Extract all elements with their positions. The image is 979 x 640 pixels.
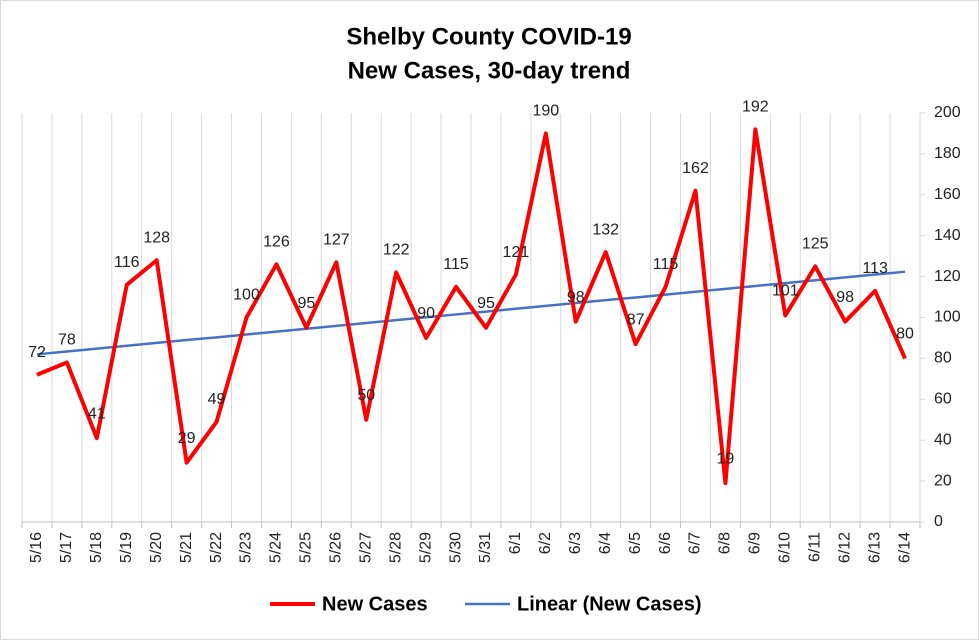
data-label: 122 [383, 242, 410, 259]
data-label: 95 [297, 295, 315, 312]
data-label: 41 [88, 405, 106, 422]
x-tick-label: 5/20 [148, 532, 165, 563]
data-label: 115 [653, 256, 679, 273]
data-label: 95 [477, 295, 495, 312]
x-tick-label: 5/29 [417, 532, 434, 563]
data-label: 29 [178, 430, 196, 447]
data-label: 90 [417, 305, 435, 322]
data-label: 121 [503, 244, 530, 261]
x-tick-label: 6/5 [627, 532, 644, 554]
x-tick-label: 5/25 [298, 532, 315, 563]
y-tick-label: 20 [934, 472, 952, 489]
x-tick-label: 6/8 [717, 532, 734, 554]
x-tick-label: 6/3 [567, 532, 584, 554]
y-tick-label: 0 [934, 513, 943, 530]
legend-label: New Cases [322, 593, 428, 615]
x-tick-label: 5/16 [28, 532, 45, 563]
x-tick-label: 5/26 [328, 532, 345, 563]
x-tick-label: 5/31 [477, 532, 494, 563]
y-tick-label: 40 [934, 431, 952, 448]
x-tick-label: 5/22 [208, 532, 225, 563]
data-label: 19 [717, 450, 735, 467]
data-label: 100 [233, 287, 260, 304]
y-tick-label: 80 [934, 350, 952, 367]
x-tick-label: 5/21 [178, 532, 195, 563]
data-label: 50 [357, 387, 375, 404]
data-label: 115 [443, 256, 469, 273]
data-label: 128 [143, 229, 170, 246]
x-tick-label: 6/13 [866, 532, 883, 563]
x-tick-label: 6/4 [597, 532, 614, 554]
data-label: 101 [772, 283, 799, 300]
data-label: 190 [532, 103, 559, 120]
x-tick-label: 6/11 [806, 532, 823, 562]
data-label: 113 [862, 260, 888, 277]
chart-subtitle: New Cases, 30-day trend [348, 57, 631, 84]
x-tick-label: 6/7 [687, 532, 704, 554]
y-tick-label: 60 [934, 391, 952, 408]
x-tick-label: 6/6 [657, 532, 674, 554]
data-label: 80 [896, 326, 914, 343]
x-tick-label: 6/9 [747, 532, 764, 554]
x-tick-label: 5/23 [238, 532, 255, 563]
data-label: 98 [567, 289, 585, 306]
data-label: 192 [742, 99, 769, 116]
x-tick-label: 6/14 [896, 532, 913, 563]
data-label: 132 [592, 221, 619, 238]
data-label: 87 [627, 311, 645, 328]
y-tick-label: 120 [934, 268, 961, 285]
x-tick-label: 5/28 [387, 532, 404, 563]
x-tick-label: 6/1 [507, 532, 524, 554]
x-tick-label: 5/24 [268, 532, 285, 563]
data-label: 125 [802, 236, 829, 253]
data-label: 126 [263, 234, 290, 251]
y-tick-label: 180 [934, 145, 961, 162]
data-label: 98 [836, 289, 854, 306]
x-tick-label: 5/18 [88, 532, 105, 563]
x-tick-label: 6/10 [777, 532, 794, 563]
series-line [36, 270, 906, 356]
y-tick-label: 140 [934, 227, 961, 244]
data-label: 116 [114, 254, 140, 271]
x-tick-label: 5/19 [118, 532, 135, 563]
series-line [36, 127, 907, 486]
x-tick-label: 5/17 [58, 532, 75, 563]
x-tick-label: 6/12 [836, 532, 853, 563]
data-label: 49 [208, 391, 226, 408]
y-tick-label: 200 [934, 104, 961, 121]
x-tick-label: 5/30 [447, 532, 464, 563]
x-tick-label: 6/2 [537, 532, 554, 554]
y-tick-label: 100 [934, 309, 961, 326]
y-tick-label: 160 [934, 186, 961, 203]
legend-label: Linear (New Cases) [517, 593, 702, 615]
data-label: 162 [682, 160, 709, 177]
chart-title: Shelby County COVID-19 [346, 23, 631, 50]
x-tick-label: 5/27 [357, 532, 374, 563]
data-label: 127 [323, 232, 350, 249]
data-label: 78 [58, 332, 76, 349]
data-label: 72 [28, 344, 46, 361]
